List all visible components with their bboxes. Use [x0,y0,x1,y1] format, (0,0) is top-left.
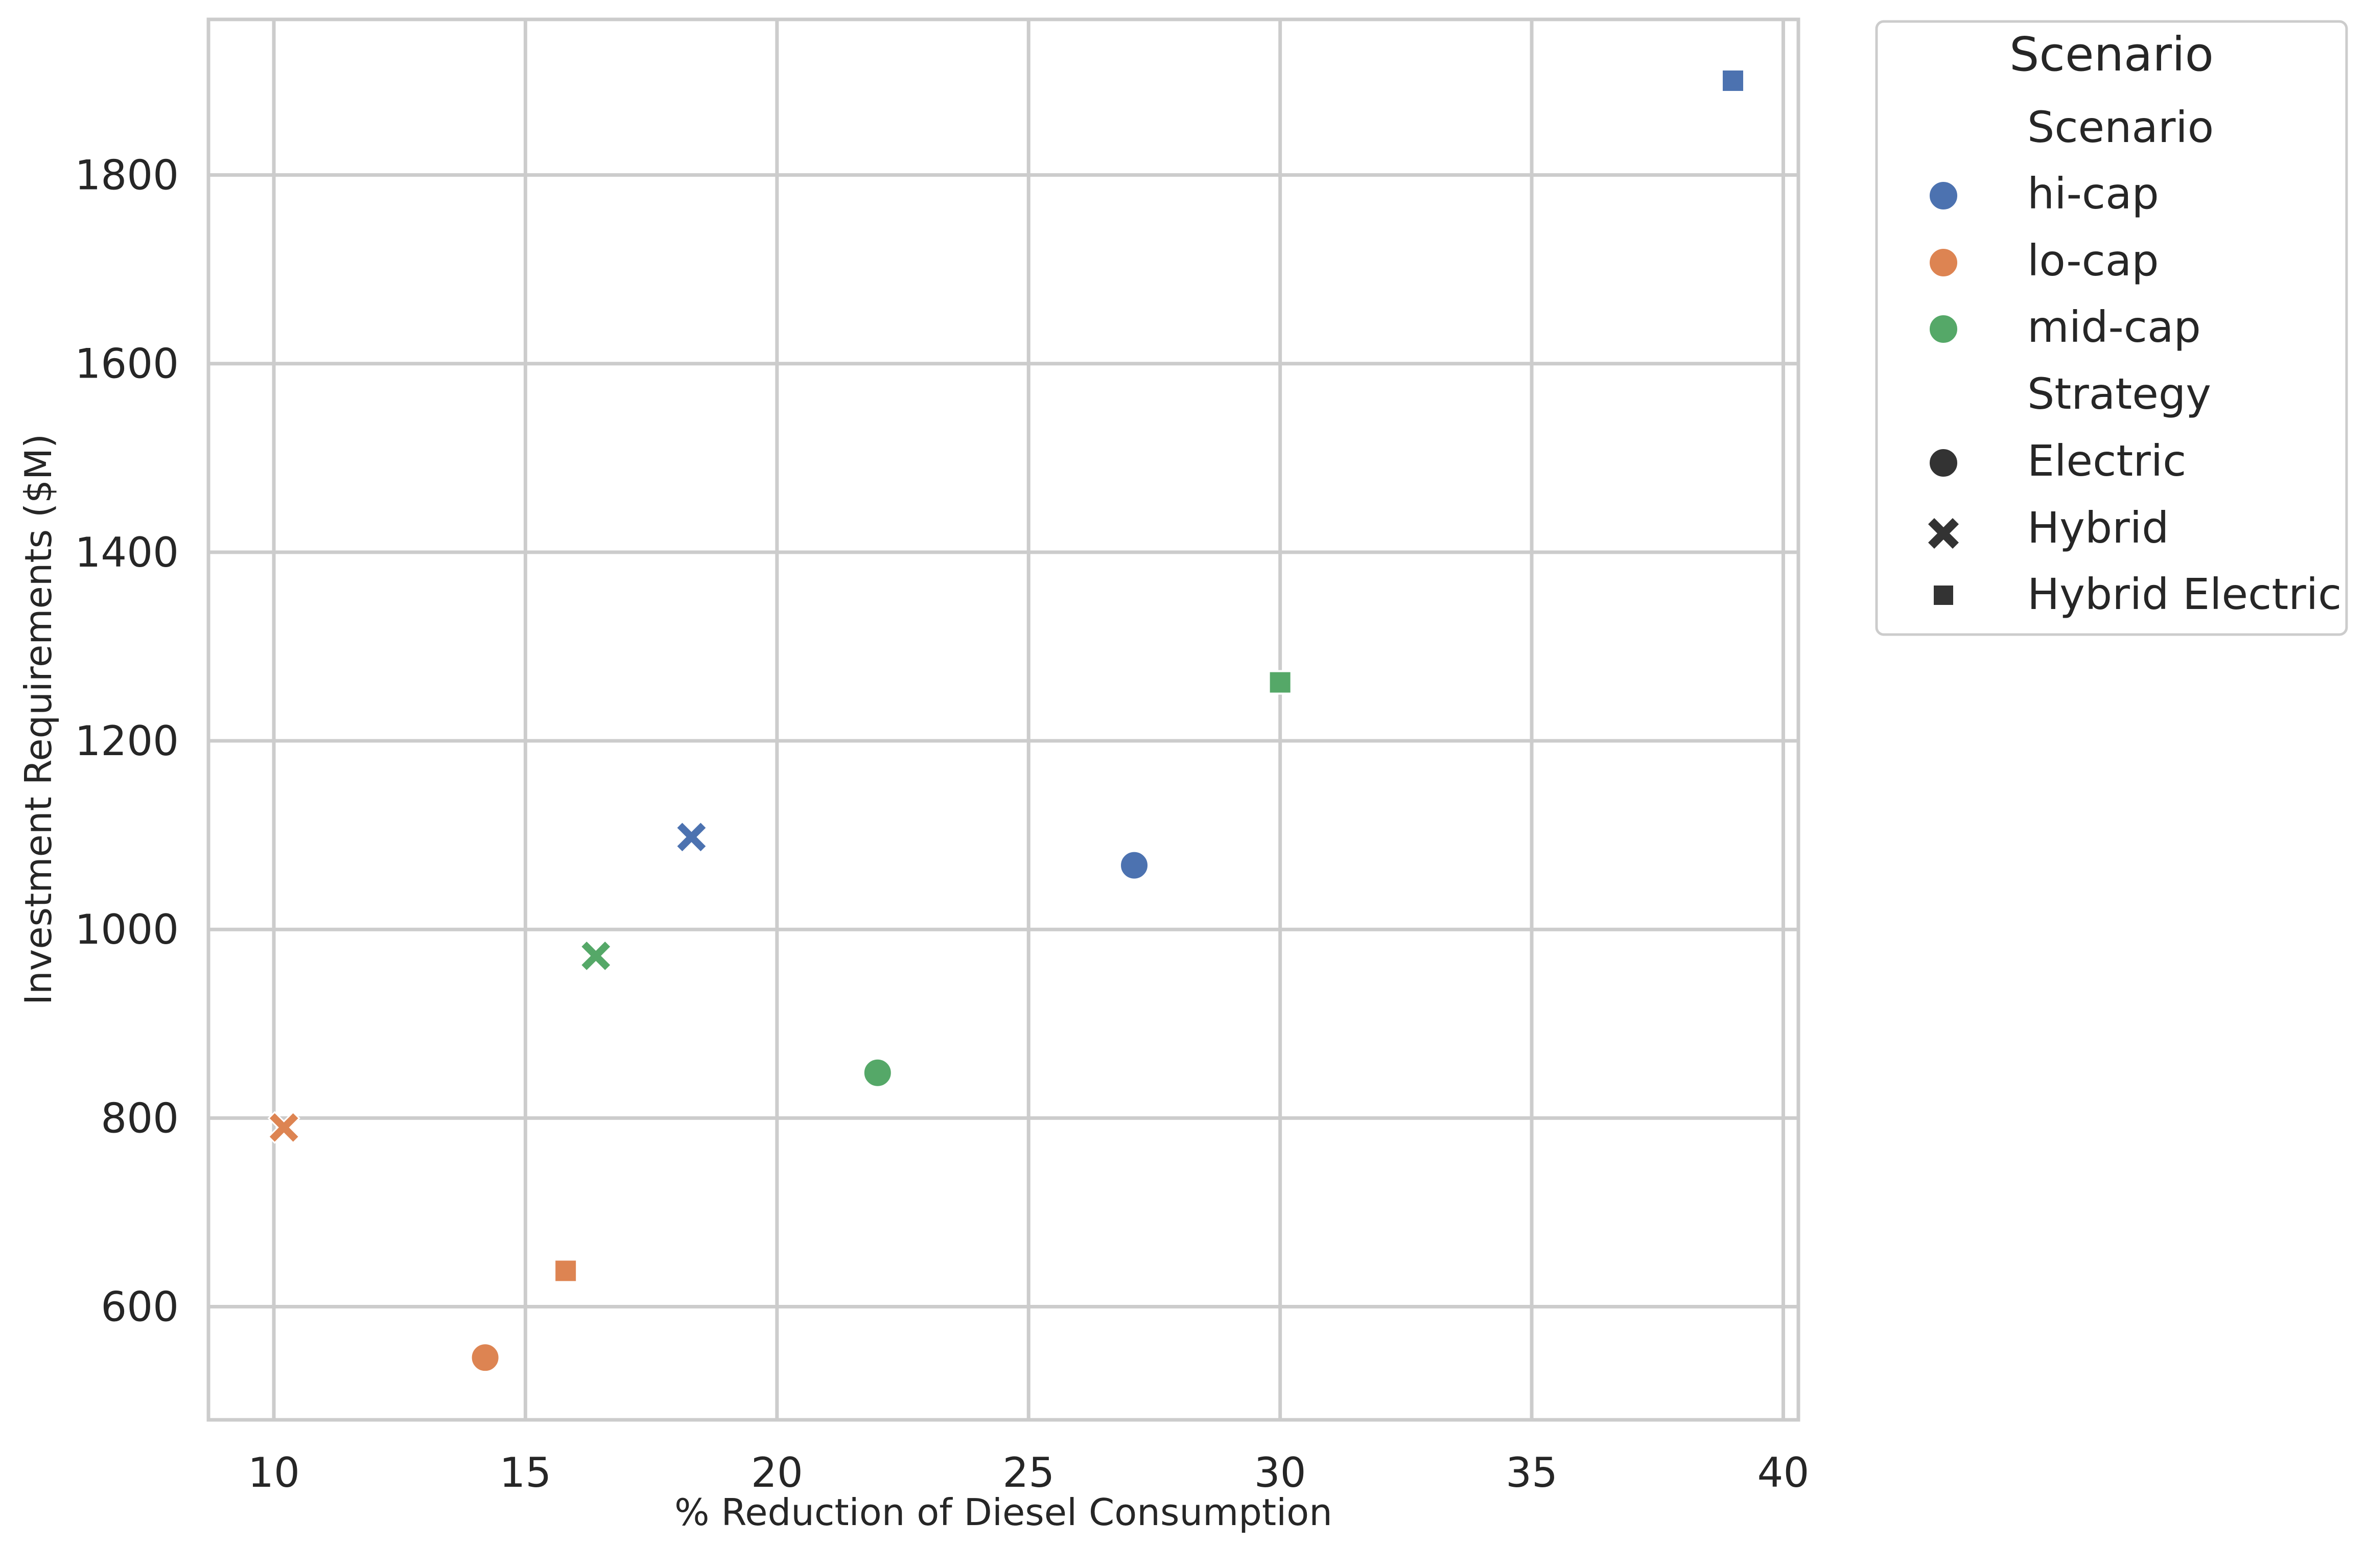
point-mid-cap-hybrid [579,939,613,972]
legend-label-hybrid: Hybrid [2027,503,2169,553]
legend-marker-electric [1928,447,1959,479]
plot-frame [206,17,1800,1422]
legend-label-hi-cap: hi-cap [2027,169,2159,219]
y-axis-label: Investment Requirements ($M) [17,434,60,1005]
legend-title: Scenario [2009,27,2214,82]
points-layer [267,68,1745,1373]
point-hi-cap-hybrid [675,821,708,854]
tick-layer: 10 15 20 25 30 35 40 600 800 1000 1200 1400 1600 1800 [75,152,1809,1496]
legend-marker-hi-cap [1928,180,1959,212]
legend-heading-scenario: Scenario [2027,102,2214,152]
legend-marker-mid-cap [1928,313,1959,345]
y-tick-label: 800 [101,1094,179,1142]
y-tick-label: 1800 [75,152,179,199]
legend-label-hybrid-electric: Hybrid Electric [2027,569,2341,619]
legend-marker-hybrid [1928,518,1959,549]
y-tick-label: 1400 [75,529,179,576]
legend-label-mid-cap: mid-cap [2027,302,2201,352]
legend: Scenario Scenario hi-cap lo-cap mid-cap … [1875,20,2348,636]
y-tick-label: 600 [101,1283,179,1331]
x-tick-label: 20 [751,1449,803,1496]
y-tick-label: 1200 [75,717,179,765]
x-axis-label: % Reduction of Diesel Consumption [674,1491,1332,1534]
legend-label-lo-cap: lo-cap [2027,236,2159,286]
x-tick-label: 15 [500,1449,552,1496]
legend-heading-strategy: Strategy [2027,369,2211,419]
y-tick-label: 1600 [75,340,179,388]
legend-label-electric: Electric [2027,436,2186,486]
legend-marker-hybrid-electric [1934,586,1953,605]
x-tick-label: 30 [1254,1449,1306,1496]
point-hi-cap-hybrid-electric [1720,68,1745,93]
grid-layer [208,19,1798,1420]
legend-marker-lo-cap [1928,247,1959,278]
x-tick-label: 40 [1757,1449,1810,1496]
point-lo-cap-hybrid-electric [553,1258,578,1283]
point-lo-cap-electric [470,1342,501,1373]
x-tick-label: 25 [1002,1449,1054,1496]
point-lo-cap-hybrid [267,1111,300,1144]
x-tick-label: 10 [248,1449,300,1496]
y-tick-label: 1000 [75,906,179,953]
point-mid-cap-hybrid-electric [1268,670,1293,695]
legend-box [1875,20,2348,636]
point-mid-cap-electric [862,1057,893,1088]
x-tick-label: 35 [1506,1449,1558,1496]
point-hi-cap-electric [1119,850,1150,881]
